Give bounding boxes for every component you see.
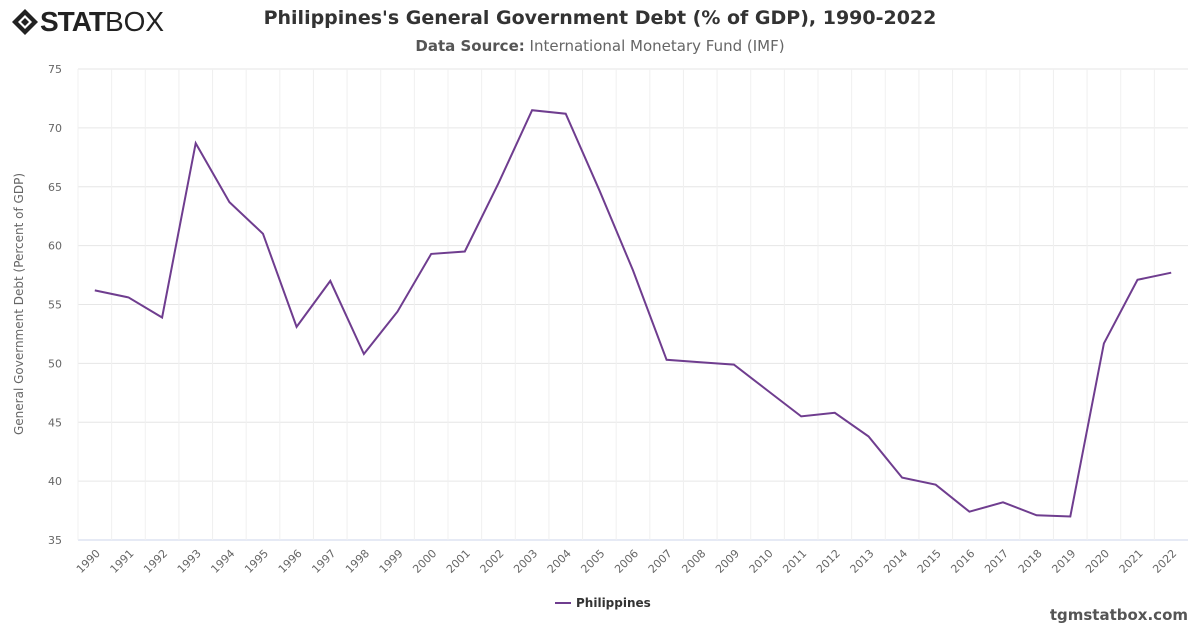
y-tick-label: 40 — [48, 475, 62, 488]
x-tick-label: 1995 — [242, 547, 271, 576]
x-tick-label: 2008 — [679, 547, 708, 576]
x-tick-label: 2016 — [948, 547, 977, 576]
x-tick-label: 2007 — [646, 547, 675, 576]
x-tick-label: 2001 — [444, 547, 473, 576]
y-tick-label: 45 — [48, 416, 62, 429]
footer-site: tgmstatbox.com — [1049, 606, 1188, 624]
x-tick-label: 2012 — [814, 547, 843, 576]
y-tick-label: 55 — [48, 299, 62, 312]
y-tick-label: 50 — [48, 357, 62, 370]
x-tick-label: 1999 — [377, 547, 406, 576]
logo-text-bold: STAT — [40, 6, 106, 37]
y-tick-label: 75 — [48, 63, 62, 76]
x-tick-label: 2022 — [1150, 547, 1179, 576]
y-tick-label: 65 — [48, 181, 62, 194]
chart-title: Philippines's General Government Debt (%… — [263, 7, 937, 29]
x-tick-label: 1994 — [208, 547, 237, 576]
chart-subtitle: Data Source: International Monetary Fund… — [0, 37, 1200, 55]
x-tick-label: 2011 — [780, 547, 809, 576]
x-tick-label: 2021 — [1117, 547, 1146, 576]
x-tick-label: 2017 — [982, 547, 1011, 576]
series-line-philippines — [94, 109, 1172, 518]
x-tick-label: 1998 — [343, 547, 372, 576]
x-tick-label: 2019 — [1049, 547, 1078, 576]
y-tick-label: 35 — [48, 534, 62, 547]
x-tick-label: 1993 — [175, 547, 204, 576]
x-tick-label: 2018 — [1016, 547, 1045, 576]
x-tick-label: 1991 — [108, 547, 137, 576]
legend-item-philippines[interactable]: Philippines — [555, 596, 651, 610]
logo-text-light: BOX — [104, 6, 165, 37]
x-tick-label: 2009 — [713, 547, 742, 576]
x-tick-label: 2003 — [511, 547, 540, 576]
x-tick-label: 2006 — [612, 547, 641, 576]
x-tick-label: 2020 — [1083, 547, 1112, 576]
diamond-logo-icon — [12, 9, 38, 35]
x-tick-label: 1997 — [309, 547, 338, 576]
y-axis-label: General Government Debt (Percent of GDP) — [12, 173, 26, 435]
x-tick-label: 2005 — [578, 547, 607, 576]
x-tick-label: 2013 — [848, 547, 877, 576]
source-label: Data Source: — [415, 37, 525, 55]
x-tick-label: 1996 — [276, 547, 305, 576]
y-tick-label: 70 — [48, 122, 62, 135]
x-tick-label: 2010 — [747, 547, 776, 576]
y-tick-label: 60 — [48, 240, 62, 253]
x-tick-label: 2000 — [410, 547, 439, 576]
x-tick-label: 1992 — [141, 547, 170, 576]
statbox-logo: STAT BOX — [10, 6, 164, 38]
source-value: International Monetary Fund (IMF) — [529, 37, 785, 55]
x-tick-label: 2002 — [478, 547, 507, 576]
legend-label: Philippines — [576, 596, 651, 610]
x-tick-label: 2015 — [915, 547, 944, 576]
x-tick-label: 2014 — [881, 547, 910, 576]
x-tick-label: 1990 — [74, 547, 103, 576]
x-tick-label: 2004 — [545, 547, 574, 576]
